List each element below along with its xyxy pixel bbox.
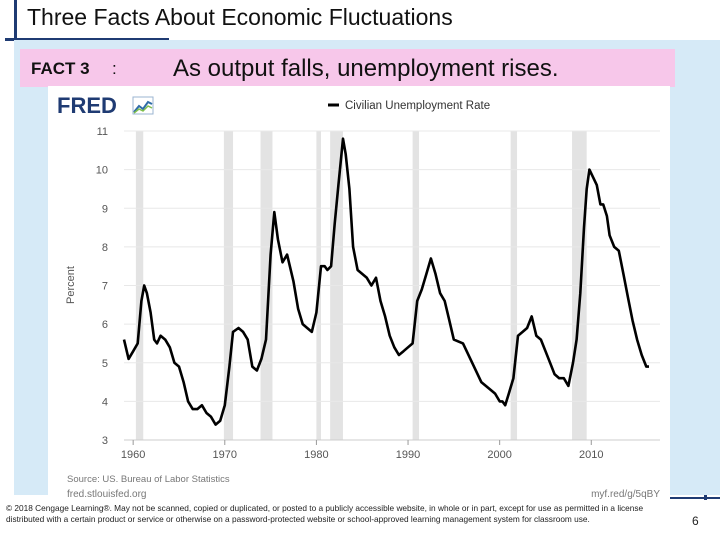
fact-separator: : [112, 59, 117, 78]
chart-panel [48, 86, 670, 498]
fact-statement: As output falls, unemployment rises. [173, 55, 559, 82]
fred-logo-text: FRED [57, 93, 117, 118]
fact-band [20, 49, 675, 87]
title-rule-horizontal [5, 38, 169, 41]
title-rule-vertical [14, 0, 17, 49]
fact-label: FACT 3 [31, 59, 90, 78]
slide-title: Three Facts About Economic Fluctuations [27, 4, 453, 30]
fred-logo: FRED [57, 93, 154, 118]
page-number: 6 [692, 514, 699, 528]
line-chart-icon [132, 96, 154, 115]
copyright-notice: © 2018 Cengage Learning®. May not be sca… [6, 503, 644, 524]
corner-rule-horizontal [670, 497, 720, 499]
